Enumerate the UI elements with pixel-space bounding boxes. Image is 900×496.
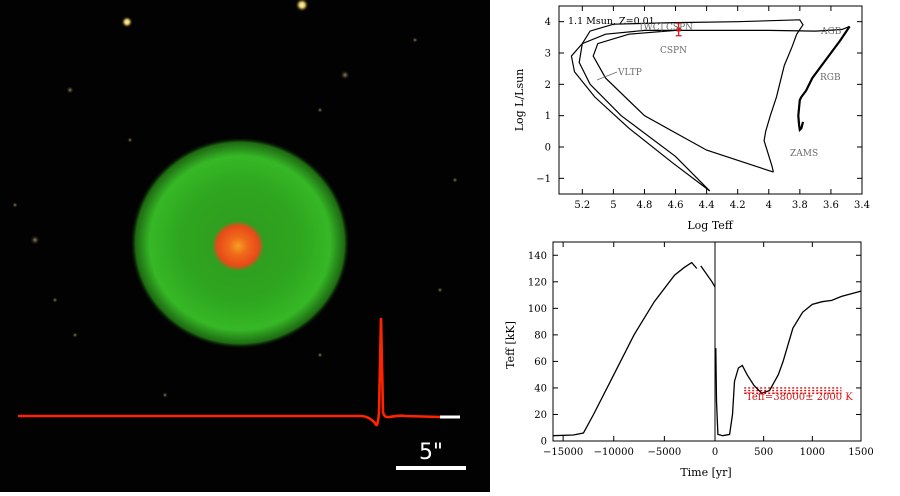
field-star — [30, 235, 40, 245]
scale-bar — [396, 466, 466, 470]
teff-xtick-label: −5000 — [647, 447, 681, 458]
hr-ytick-label: 0 — [545, 143, 551, 154]
teff-xtick-label: 0 — [712, 447, 718, 458]
field-star — [452, 177, 458, 183]
hr-title: 1.1 Msun, Z=0.01 — [568, 16, 655, 27]
field-star — [12, 202, 18, 208]
teff-observed-band — [744, 387, 842, 394]
teff-time-panel: −15000 −10000 −5000 0 500 1000 1500 0 20 40 60 80 10… — [490, 235, 900, 492]
field-star — [317, 352, 323, 358]
teff-ytick-label: 20 — [534, 410, 547, 421]
hr-xtick-label: 5.2 — [574, 200, 590, 211]
hr-xtick-label: 4.2 — [730, 200, 746, 211]
field-star — [317, 107, 323, 113]
hr-track-segment — [578, 19, 804, 192]
hr-ylabel: Log L/Lsun — [513, 69, 526, 132]
hr-error-point — [675, 22, 682, 37]
teff-track-segment — [715, 290, 862, 437]
teff-xtick-label: −15000 — [543, 447, 583, 458]
teff-axis-ticks: −15000 −10000 −5000 0 500 1000 1500 0 20 40 60 80 10… — [528, 242, 874, 458]
hr-xtick-label: 3.4 — [854, 200, 870, 211]
teff-frame-right — [714, 241, 862, 442]
hr-ytick-label: −1 — [536, 174, 551, 185]
hr-label-vltp: VLTP — [617, 68, 642, 78]
hr-diagram-panel: 5.2 5 4.8 4.6 4.4 4.2 4 3.8 3.6 3.4 −1 0 1 2 3 4 1.1 Ms… — [490, 0, 900, 235]
intensity-profile — [18, 317, 441, 427]
hr-label-wc-cspn: [WC] CSPN — [640, 23, 693, 33]
field-star — [66, 86, 74, 94]
hr-axis-ticks: 5.2 5 4.8 4.6 4.4 4.2 4 3.8 3.6 3.4 −1 0 1 2 3 4 — [536, 6, 870, 211]
hr-xtick-label: 4.8 — [637, 200, 653, 211]
teff-ytick-label: 140 — [528, 251, 547, 262]
hr-xtick-label: 3.6 — [823, 200, 839, 211]
hr-label-agb: AGB — [820, 27, 842, 37]
hr-label-zams: ZAMS — [790, 149, 818, 159]
teff-ytick-label: 80 — [534, 330, 547, 341]
hr-ytick-label: 4 — [545, 17, 551, 28]
hr-label-cspn: CSPN — [660, 46, 687, 56]
field-star — [412, 37, 418, 43]
teff-annotation: Teff=38000± 2000 K — [746, 392, 853, 403]
teff-ylabel: Teff [kK] — [504, 321, 517, 369]
teff-xtick-label: 500 — [754, 447, 773, 458]
field-star — [295, 0, 309, 12]
teff-ytick-label: 60 — [534, 357, 547, 368]
teff-ytick-label: 120 — [528, 277, 547, 288]
field-star — [121, 16, 133, 28]
teff-ytick-label: 100 — [528, 304, 547, 315]
hr-track-segment — [570, 25, 850, 192]
hr-diagram: 5.2 5 4.8 4.6 4.4 4.2 4 3.8 3.6 3.4 −1 0 1 2 3 4 1.1 Ms… — [513, 5, 870, 232]
hr-xtick-label: 3.8 — [792, 200, 808, 211]
hr-xtick-label: 4 — [766, 200, 772, 211]
hr-error-marker — [676, 27, 681, 32]
hr-xtick-label: 4.4 — [699, 200, 715, 211]
nebula-core — [212, 221, 264, 271]
nebula-image: 5" — [0, 0, 490, 492]
hr-label-rgb: RGB — [820, 73, 841, 83]
teff-track-segment — [552, 261, 698, 437]
hr-vltp-pointer — [596, 71, 618, 81]
field-star — [52, 297, 58, 303]
teff-track-segment — [700, 265, 716, 288]
field-star — [72, 332, 78, 338]
field-star — [437, 287, 443, 293]
hr-xtick-label: 5 — [610, 200, 616, 211]
teff-time-chart: −15000 −10000 −5000 0 500 1000 1500 0 20 40 60 80 10… — [504, 241, 874, 479]
hr-track-segment — [592, 29, 774, 173]
hr-ytick-label: 1 — [545, 111, 551, 122]
hr-xlabel: Log Teff — [687, 219, 733, 232]
teff-xtick-label: −10000 — [594, 447, 634, 458]
nebula-image-panel: 5" — [0, 0, 490, 492]
teff-frame-left — [552, 241, 716, 442]
hr-ytick-label: 2 — [545, 80, 551, 91]
teff-ytick-label: 40 — [534, 383, 547, 394]
hr-tracks — [570, 19, 851, 192]
teff-xtick-label: 1000 — [800, 447, 825, 458]
hr-ytick-label: 3 — [545, 49, 551, 60]
hr-xtick-label: 4.6 — [668, 200, 684, 211]
hr-frame — [558, 5, 863, 195]
scale-bar-label: 5" — [419, 440, 443, 465]
field-star — [162, 392, 168, 398]
hr-track-segment — [797, 25, 851, 133]
field-star — [340, 70, 350, 80]
teff-ytick-label: 0 — [541, 437, 547, 448]
teff-xlabel: Time [yr] — [680, 466, 731, 479]
teff-xtick-label: 1500 — [848, 447, 873, 458]
field-star — [127, 137, 133, 143]
teff-track — [552, 261, 862, 437]
